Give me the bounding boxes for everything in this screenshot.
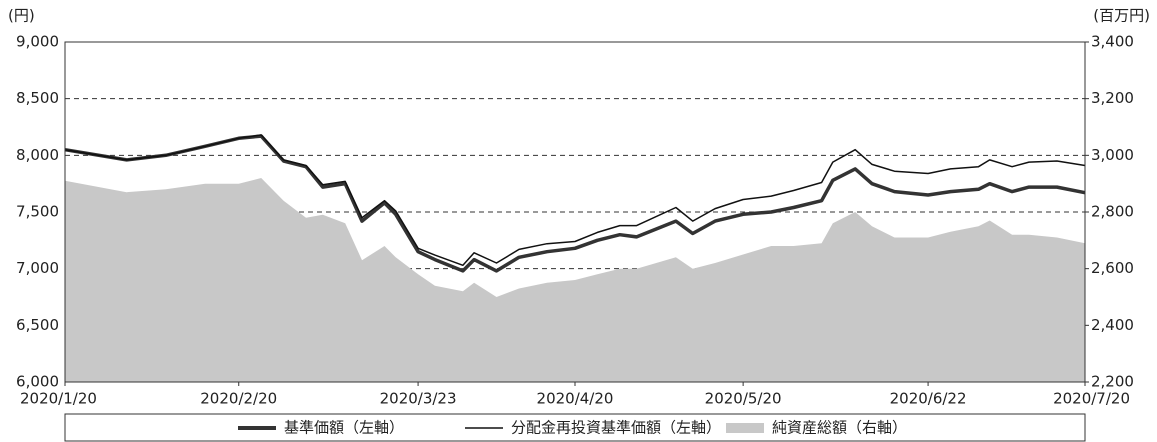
- y2-tick-label: 2,200: [1091, 373, 1134, 391]
- y2-tick-label: 3,400: [1091, 33, 1134, 51]
- area: [65, 178, 1085, 382]
- legend-box: [64, 413, 1086, 442]
- y2-tick-label: 2,800: [1091, 203, 1134, 221]
- y-unit: (円): [8, 7, 35, 25]
- y-tick-label: 8,500: [16, 89, 59, 107]
- x-tick-label: 2020/5/20: [705, 390, 782, 408]
- line: [64, 134, 1086, 267]
- x-tick-label: 2020/4/20: [537, 390, 614, 408]
- y2-tick-label: 2,400: [1091, 316, 1134, 334]
- y-tick-label: 6,500: [16, 316, 59, 334]
- x-tick-label: 2020/2/20: [200, 390, 277, 408]
- legend-label: 分配金再投資基準価額（左軸）: [511, 419, 721, 437]
- legend-label: 基準価額（左軸）: [284, 419, 404, 437]
- y-tick-label: 7,000: [16, 259, 59, 277]
- x-tick-label: 2020/7/20: [1053, 390, 1130, 408]
- y-tick-label: 6,000: [16, 373, 59, 391]
- legend-label: 純資産総額（右軸）: [772, 419, 907, 437]
- y-tick-label: 7,500: [16, 203, 59, 221]
- plot-frame: [64, 41, 1086, 383]
- y2-tick-label: 3,000: [1091, 146, 1134, 164]
- y2-tick-label: 3,200: [1091, 89, 1134, 107]
- y-tick-label: 8,000: [16, 146, 59, 164]
- line: [64, 134, 1086, 273]
- x-tick-label: 2020/6/22: [890, 390, 967, 408]
- y2-unit: (百万円): [1093, 7, 1150, 25]
- y2-tick-label: 2,600: [1091, 259, 1134, 277]
- legend-swatch: [726, 423, 764, 433]
- x-tick-label: 2020/3/23: [380, 390, 457, 408]
- x-tick-label: 2020/1/20: [20, 390, 97, 408]
- y-tick-label: 9,000: [16, 33, 59, 51]
